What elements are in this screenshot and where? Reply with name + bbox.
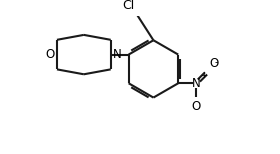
Text: N: N [192,77,200,90]
Text: O: O [45,48,54,61]
Text: +: + [200,71,207,80]
Text: N: N [113,48,121,61]
Text: O: O [192,100,201,113]
Text: O: O [210,57,219,70]
Text: Cl: Cl [122,0,135,12]
Text: -: - [215,57,218,67]
